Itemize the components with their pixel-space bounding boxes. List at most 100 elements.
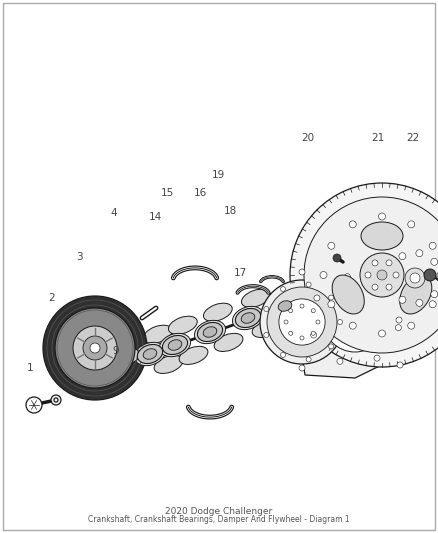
Circle shape <box>397 362 403 368</box>
Circle shape <box>396 325 401 330</box>
Text: 15: 15 <box>161 188 174 198</box>
Circle shape <box>408 322 415 329</box>
Circle shape <box>380 284 386 289</box>
Ellipse shape <box>159 333 191 357</box>
Circle shape <box>26 397 42 413</box>
Circle shape <box>416 249 423 257</box>
Text: 3: 3 <box>76 252 83 262</box>
Circle shape <box>429 301 436 308</box>
Ellipse shape <box>233 306 264 330</box>
Ellipse shape <box>194 320 226 344</box>
Ellipse shape <box>138 344 162 364</box>
Circle shape <box>437 274 438 281</box>
Circle shape <box>306 282 311 287</box>
Circle shape <box>424 269 436 281</box>
Circle shape <box>408 221 415 228</box>
Circle shape <box>83 336 107 360</box>
Circle shape <box>372 284 378 290</box>
Circle shape <box>90 343 100 353</box>
Circle shape <box>396 317 402 323</box>
Circle shape <box>378 213 385 220</box>
Circle shape <box>349 221 356 228</box>
Text: 9: 9 <box>113 346 120 356</box>
Ellipse shape <box>169 316 197 334</box>
Circle shape <box>289 332 293 335</box>
Circle shape <box>431 259 438 265</box>
Circle shape <box>372 260 378 266</box>
Circle shape <box>349 322 356 329</box>
Circle shape <box>323 288 387 352</box>
Circle shape <box>377 270 387 280</box>
Circle shape <box>399 296 406 303</box>
Circle shape <box>388 266 395 273</box>
Circle shape <box>337 358 343 365</box>
Text: 21: 21 <box>371 133 384 142</box>
Circle shape <box>267 287 337 357</box>
Circle shape <box>416 300 423 306</box>
Circle shape <box>299 269 305 275</box>
Circle shape <box>304 197 438 353</box>
Circle shape <box>306 357 311 362</box>
Ellipse shape <box>269 294 300 318</box>
Circle shape <box>437 271 438 279</box>
Circle shape <box>328 301 335 308</box>
Circle shape <box>300 336 304 340</box>
Ellipse shape <box>252 319 281 337</box>
Ellipse shape <box>179 346 208 365</box>
Ellipse shape <box>168 340 182 350</box>
Circle shape <box>328 243 335 249</box>
Circle shape <box>365 272 371 278</box>
Text: 20: 20 <box>301 133 314 142</box>
Circle shape <box>280 287 286 292</box>
Circle shape <box>320 271 327 279</box>
Circle shape <box>386 284 392 290</box>
Circle shape <box>328 344 334 349</box>
Circle shape <box>328 295 334 300</box>
Circle shape <box>399 253 406 260</box>
Circle shape <box>280 352 286 358</box>
Ellipse shape <box>204 303 232 321</box>
Circle shape <box>284 320 288 324</box>
Ellipse shape <box>241 313 255 323</box>
Ellipse shape <box>143 349 157 359</box>
Circle shape <box>410 273 420 283</box>
Circle shape <box>360 253 404 297</box>
Text: 14: 14 <box>149 213 162 222</box>
Circle shape <box>51 395 61 405</box>
Ellipse shape <box>235 309 261 328</box>
Text: 22: 22 <box>406 133 419 142</box>
Circle shape <box>397 272 403 278</box>
Circle shape <box>316 320 320 324</box>
Text: 18: 18 <box>223 206 237 215</box>
Text: 2: 2 <box>48 294 55 303</box>
Circle shape <box>54 398 58 402</box>
Circle shape <box>73 326 117 370</box>
Circle shape <box>333 254 341 262</box>
Circle shape <box>279 299 325 345</box>
Circle shape <box>289 309 293 313</box>
Text: 1: 1 <box>26 363 33 373</box>
Ellipse shape <box>361 222 403 250</box>
Circle shape <box>431 290 438 298</box>
Circle shape <box>393 272 399 278</box>
Ellipse shape <box>154 356 183 374</box>
Text: Crankshaft, Crankshaft Bearings, Damper And Flywheel - Diagram 1: Crankshaft, Crankshaft Bearings, Damper … <box>88 515 350 524</box>
Circle shape <box>290 183 438 367</box>
Circle shape <box>299 365 305 371</box>
Circle shape <box>311 309 315 313</box>
Text: 4: 4 <box>110 208 117 218</box>
Text: 17: 17 <box>234 268 247 278</box>
Circle shape <box>344 273 350 280</box>
Circle shape <box>300 304 304 308</box>
Circle shape <box>311 332 315 335</box>
Circle shape <box>374 355 380 361</box>
Circle shape <box>378 330 385 337</box>
Ellipse shape <box>214 333 243 351</box>
Circle shape <box>43 296 147 400</box>
Ellipse shape <box>120 349 140 364</box>
Circle shape <box>264 306 269 311</box>
Ellipse shape <box>203 327 217 337</box>
Ellipse shape <box>144 325 172 343</box>
Ellipse shape <box>272 296 297 316</box>
Circle shape <box>338 319 343 325</box>
